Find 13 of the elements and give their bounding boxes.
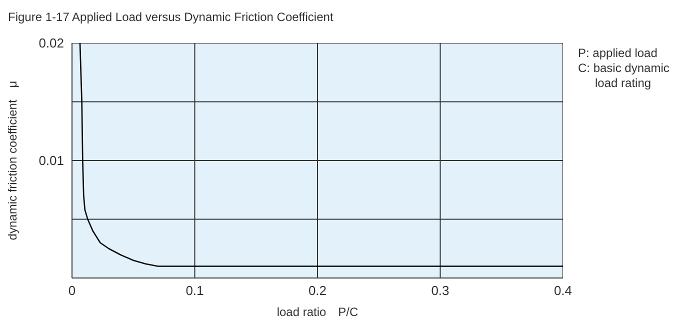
- x-tick-label: 0.4: [554, 283, 572, 298]
- text: P: applied load: [578, 46, 658, 61]
- text: C: basic dynamic load rating: [578, 61, 670, 91]
- x-tick-label: 0: [68, 283, 76, 298]
- line-series: [79, 43, 563, 267]
- chart-title: Figure 1-17 Applied Load versus Dynamic Friction Coefficient: [8, 10, 334, 24]
- x-tick-label: 0.1: [186, 283, 204, 298]
- y-axis-title: dynamic friction coefficient μ: [5, 80, 20, 240]
- x-tick-label: 0.3: [431, 283, 450, 298]
- x-tick-label: 0.2: [308, 283, 327, 298]
- y-tick-label: 0.01: [38, 153, 64, 168]
- x-axis-title: load ratio P/C: [276, 305, 359, 319]
- y-tick-label: 0.02: [38, 36, 64, 51]
